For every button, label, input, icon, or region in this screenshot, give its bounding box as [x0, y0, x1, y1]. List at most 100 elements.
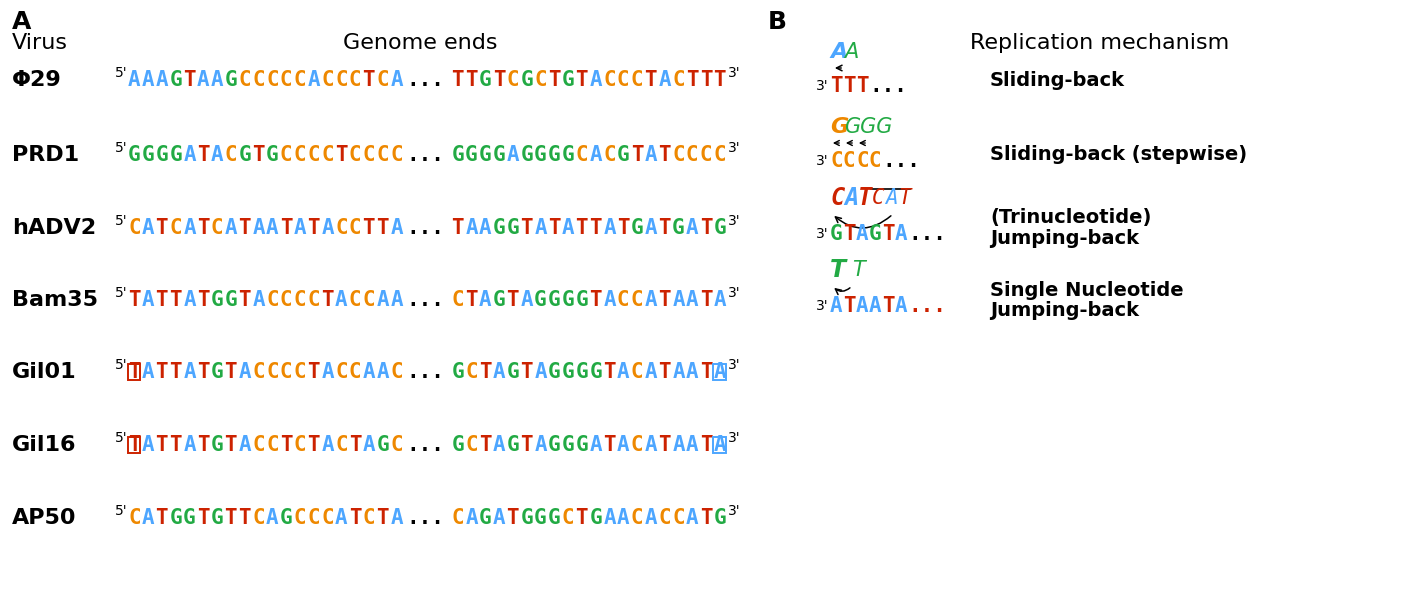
Text: T: T — [336, 145, 347, 165]
Text: T: T — [700, 362, 713, 382]
Text: ...: ... — [406, 435, 444, 455]
Text: A: A — [141, 290, 154, 310]
Text: C: C — [294, 435, 306, 455]
Text: A: A — [141, 70, 154, 90]
Text: C: C — [714, 145, 727, 165]
Text: T: T — [520, 218, 533, 238]
Text: C: C — [253, 508, 264, 528]
Text: T: T — [363, 218, 376, 238]
Text: A: A — [603, 218, 615, 238]
Text: G: G — [493, 290, 506, 310]
Text: G: G — [224, 290, 237, 310]
Text: C: C — [280, 145, 293, 165]
Text: C: C — [631, 508, 644, 528]
Text: C: C — [631, 362, 644, 382]
Text: C: C — [451, 290, 464, 310]
Text: C: C — [348, 70, 361, 90]
Text: T: T — [377, 218, 388, 238]
Text: T: T — [478, 362, 491, 382]
Text: G: G — [170, 145, 181, 165]
Text: A: A — [534, 218, 547, 238]
Text: ...: ... — [406, 145, 444, 165]
Text: ...: ... — [406, 362, 444, 382]
Text: T: T — [631, 145, 644, 165]
Text: C: C — [266, 70, 278, 90]
Text: G: G — [534, 145, 547, 165]
Text: A: A — [390, 290, 403, 310]
Text: 3': 3' — [815, 299, 828, 313]
Text: C: C — [673, 145, 685, 165]
Text: C: C — [363, 290, 376, 310]
Text: C: C — [631, 435, 644, 455]
Text: G: G — [266, 145, 278, 165]
Text: ...: ... — [406, 218, 444, 238]
Text: A: A — [685, 435, 698, 455]
Text: C: C — [266, 290, 278, 310]
Text: C: C — [830, 186, 844, 210]
Text: T: T — [858, 186, 873, 210]
Text: T: T — [590, 218, 603, 238]
Text: Gil16: Gil16 — [11, 435, 77, 455]
Text: A: A — [870, 296, 881, 316]
Text: C: C — [266, 435, 278, 455]
Text: Jumping-back: Jumping-back — [990, 229, 1140, 248]
Text: C: C — [390, 435, 403, 455]
Text: G: G — [507, 218, 520, 238]
Text: 5': 5' — [116, 504, 127, 518]
FancyBboxPatch shape — [713, 437, 725, 453]
Text: T: T — [575, 508, 588, 528]
Text: C: C — [294, 290, 306, 310]
Text: T: T — [280, 435, 293, 455]
Text: A: A — [830, 42, 847, 62]
Text: G: G — [548, 290, 561, 310]
Text: G: G — [211, 508, 223, 528]
Text: G: G — [129, 145, 140, 165]
Text: T: T — [603, 362, 615, 382]
Text: Replication mechanism: Replication mechanism — [971, 33, 1230, 53]
Text: ...: ... — [406, 508, 444, 528]
Text: A: A — [534, 435, 547, 455]
Text: ...: ... — [908, 224, 945, 244]
Text: C: C — [377, 70, 388, 90]
Text: T: T — [170, 362, 181, 382]
Text: A: A — [466, 218, 478, 238]
Text: AP50: AP50 — [11, 508, 77, 528]
Text: C: C — [575, 145, 588, 165]
Text: ...: ... — [870, 76, 907, 96]
Text: G: G — [714, 508, 727, 528]
Text: A: A — [844, 186, 858, 210]
Text: T: T — [843, 224, 855, 244]
Text: A: A — [493, 362, 506, 382]
Text: C: C — [294, 145, 306, 165]
Text: Virus: Virus — [11, 33, 69, 53]
Text: A: A — [603, 290, 615, 310]
Text: C: C — [658, 508, 671, 528]
Text: G: G — [451, 435, 464, 455]
Text: C: C — [336, 70, 347, 90]
Text: A: A — [183, 218, 196, 238]
Text: T: T — [478, 435, 491, 455]
Text: A: A — [644, 508, 657, 528]
Text: C: C — [363, 508, 376, 528]
Text: A: A — [197, 70, 210, 90]
Text: T: T — [507, 508, 520, 528]
Text: G: G — [631, 218, 644, 238]
Text: T: T — [700, 70, 713, 90]
Text: 3': 3' — [815, 154, 828, 168]
Text: T: T — [700, 435, 713, 455]
Text: A: A — [685, 218, 698, 238]
Text: A: A — [238, 362, 251, 382]
Text: A: A — [363, 435, 376, 455]
Text: A: A — [685, 290, 698, 310]
Text: (Trinucleotide): (Trinucleotide) — [990, 209, 1151, 228]
Text: A: A — [390, 508, 403, 528]
Text: T: T — [156, 290, 169, 310]
Text: G: G — [520, 70, 533, 90]
Text: C: C — [830, 151, 843, 171]
Text: ...: ... — [406, 70, 444, 90]
Text: A: A — [253, 290, 264, 310]
Text: 5': 5' — [116, 358, 127, 372]
Text: C: C — [321, 70, 334, 90]
Text: C: C — [843, 151, 855, 171]
Text: A: A — [603, 508, 615, 528]
